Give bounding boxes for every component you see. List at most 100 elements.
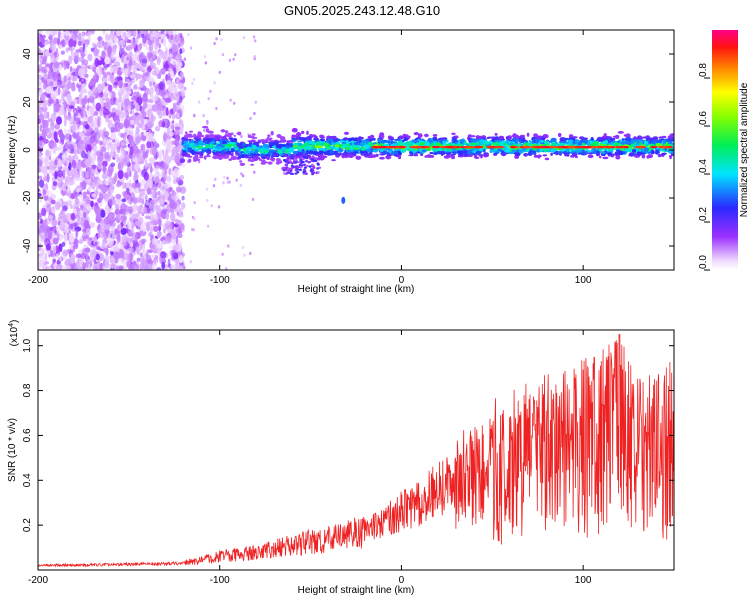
noise-cell [151,104,158,112]
noise-cell [70,74,74,80]
band-cell [303,146,307,151]
noise-cell [38,32,41,40]
band-cell [439,139,443,143]
band-cell [387,152,390,157]
noise-cell [132,232,138,242]
noise-cell [149,209,155,220]
noise-cell [143,100,148,108]
scatter-cell [183,57,187,61]
band-cell [378,148,383,152]
noise-cell [139,255,145,265]
noise-cell [171,114,176,120]
band-cell [542,136,546,141]
noise-cell [92,43,98,48]
noise-cell [124,75,128,81]
noise-cell [151,183,158,192]
noise-cell [165,219,171,225]
noise-cell [166,176,172,182]
noise-cell [85,228,91,236]
band-cell [308,141,314,144]
band-cell [408,154,415,157]
noise-cell [81,89,88,94]
noise-cell [44,63,51,68]
band-cell [402,133,407,137]
noise-cell [179,96,183,103]
noise-cell [75,253,82,259]
band-cell [183,140,189,144]
noise-cell [134,182,141,188]
band-cell [571,152,578,157]
noise-cell [61,241,66,247]
noise-cell [117,118,121,125]
noise-cell [106,145,111,152]
noise-cell [124,194,130,199]
noise-cell [38,53,41,62]
noise-cell [44,218,48,225]
band-cell [395,143,399,146]
noise-cell [164,98,172,103]
noise-cell [179,48,183,55]
noise-cell [133,172,139,181]
band-cell [354,137,359,142]
band-cell [198,156,204,159]
noise-cell [76,120,80,129]
noise-cell [95,139,99,144]
band-cell [185,131,188,134]
noise-cell [163,228,166,234]
noise-cell [61,153,67,160]
band-cell [533,133,538,137]
band-cell [512,149,517,153]
noise-cell [149,62,157,69]
noise-cell [137,33,141,40]
noise-cell [150,227,153,234]
band-cell [475,142,479,146]
scatter-cell [227,244,230,248]
noise-cell [180,120,184,127]
noise-cell [163,130,167,141]
noise-cell [64,258,71,266]
noise-cell [144,159,148,168]
noise-cell [66,159,70,167]
band-cell [291,139,297,142]
band-cell [247,134,252,138]
noise-cell [162,78,165,84]
noise-cell [85,131,91,137]
noise-cell [143,111,147,117]
noise-cell [177,112,180,118]
noise-cell [163,37,167,47]
scatter-cell [209,89,212,93]
band-cell [484,141,490,145]
noise-cell [91,263,95,269]
scatter-cell [229,98,232,102]
noise-cell [67,176,74,186]
scatter-cell [221,53,225,57]
band-cell [606,152,612,155]
noise-cell [127,104,132,113]
noise-cell [147,259,152,264]
band-cell [472,153,477,156]
noise-cell [99,108,104,116]
noise-cell [169,121,174,130]
band-cell [470,139,477,143]
noise-cell [116,145,121,154]
noise-cell [61,94,64,102]
band-cell [453,138,456,143]
noise-cell [72,86,76,90]
band-cell [595,140,600,146]
noise-cell [149,33,154,41]
band-cell [623,134,629,137]
band-cell [319,134,323,138]
band-cell [655,150,659,155]
noise-cell [138,160,145,165]
noise-cell [102,160,108,168]
scatter-cell [203,55,207,59]
noise-cell [155,217,159,222]
band-cell [389,136,394,139]
noise-cell [136,62,142,70]
noise-cell [177,54,181,59]
noise-cell [50,199,56,205]
noise-cell [38,212,43,219]
noise-cell [81,51,84,59]
band-cell [372,137,376,141]
band-cell [276,134,282,138]
